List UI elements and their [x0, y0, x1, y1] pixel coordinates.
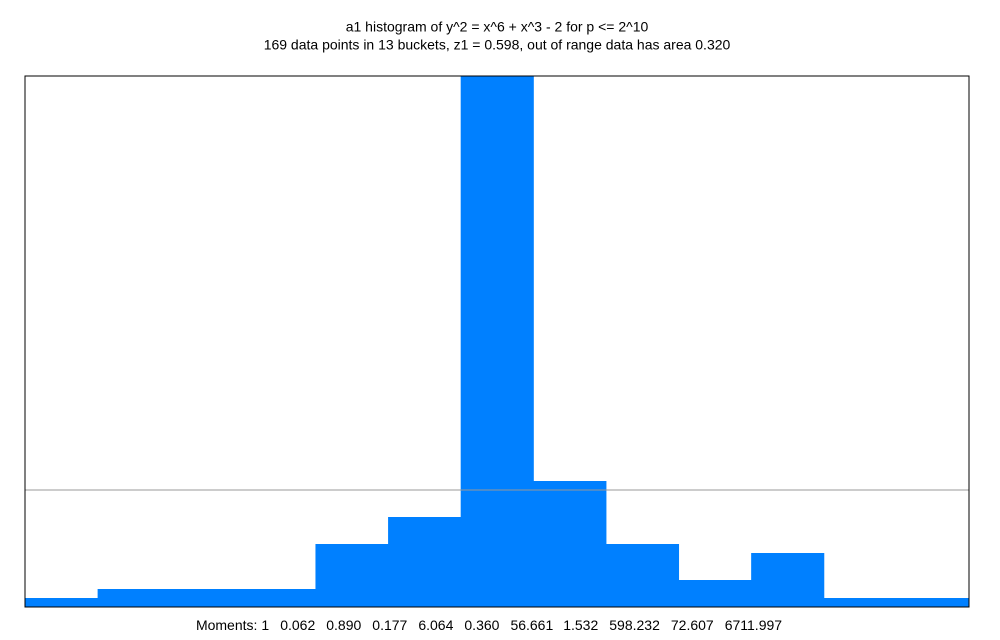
bar	[25, 598, 99, 607]
bar	[533, 481, 607, 607]
bar	[823, 598, 897, 607]
moment-value: 72.607	[671, 617, 714, 633]
bar	[896, 598, 970, 607]
plot-frame	[24, 75, 970, 608]
moment-value: 1	[261, 617, 269, 633]
chart-title: a1 histogram of y^2 = x^6 + x^3 - 2 for …	[346, 19, 649, 35]
moment-value: 0.177	[372, 617, 407, 633]
moments-label: Moments:	[196, 617, 257, 633]
bar	[678, 580, 752, 607]
bar	[315, 544, 389, 607]
bar	[242, 589, 316, 607]
moment-value: 6711.997	[725, 617, 783, 633]
moment-value: 598.232	[609, 617, 660, 633]
moment-value: 0.890	[326, 617, 361, 633]
moment-value: 6.064	[418, 617, 453, 633]
moment-value: 56.661	[510, 617, 553, 633]
moment-value: 1.532	[563, 617, 598, 633]
moments: Moments: 1 0.062 0.890 0.177 6.064 0.360 56.661…	[196, 617, 782, 633]
moment-value: 0.360	[464, 617, 499, 633]
chart-subtitle: 169 data points in 13 buckets, z1 = 0.59…	[264, 37, 731, 53]
bar	[460, 76, 534, 607]
bar	[97, 589, 171, 607]
bar	[388, 517, 462, 607]
moment-value: 0.062	[280, 617, 315, 633]
bar	[751, 553, 825, 607]
bar	[605, 544, 680, 607]
bar	[170, 589, 244, 607]
